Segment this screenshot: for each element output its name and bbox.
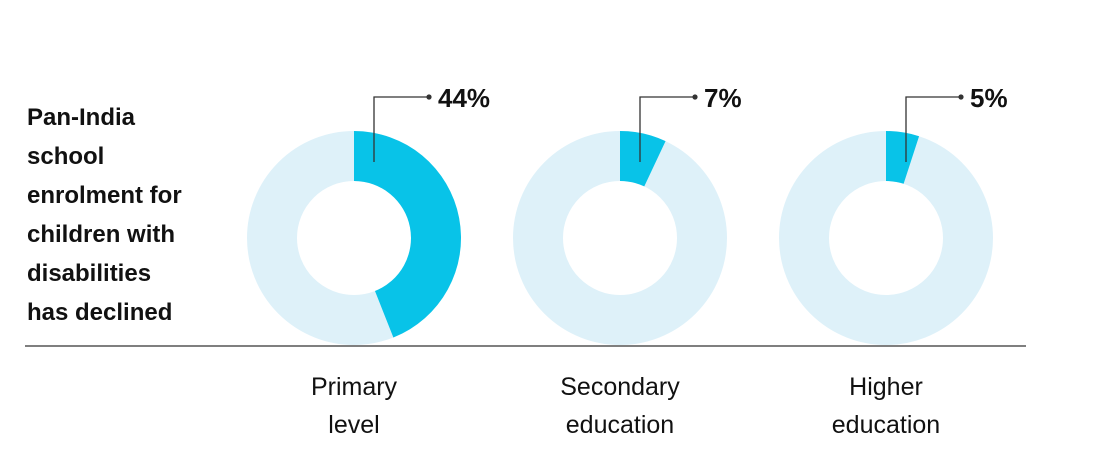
chart-title-line: children with (27, 221, 176, 248)
leader-line (905, 96, 961, 162)
data-label: 7% (704, 83, 742, 113)
category-label-secondary: Secondary education (500, 375, 740, 438)
category-label-line: Secondary (560, 373, 680, 401)
leader-line (639, 96, 695, 162)
category-label-line: education (831, 411, 941, 439)
leader-dot (426, 94, 432, 100)
donut-value-segment (886, 131, 920, 184)
category-label-higher: Higher education (766, 375, 1006, 438)
chart-title-line: enrolment for (27, 182, 182, 209)
category-label-line: Primary (310, 373, 398, 401)
category-label-line: level (328, 411, 380, 439)
leader-dot (692, 94, 698, 100)
leader-line (373, 96, 429, 162)
chart-title-line: disabilities (27, 260, 152, 287)
chart-title-line: Pan-India (27, 104, 136, 131)
donut-value-segment (620, 131, 666, 187)
leader-dot (958, 94, 964, 100)
data-label: 5% (970, 83, 1008, 113)
chart-title-line: school (27, 143, 105, 170)
chart-title-line: has declined (27, 299, 173, 326)
category-label-line: education (565, 411, 675, 439)
donut-value-segment (354, 131, 461, 338)
category-label-primary: Primary level (234, 375, 474, 438)
data-label: 44% (438, 83, 490, 113)
category-label-line: Higher (849, 373, 923, 401)
